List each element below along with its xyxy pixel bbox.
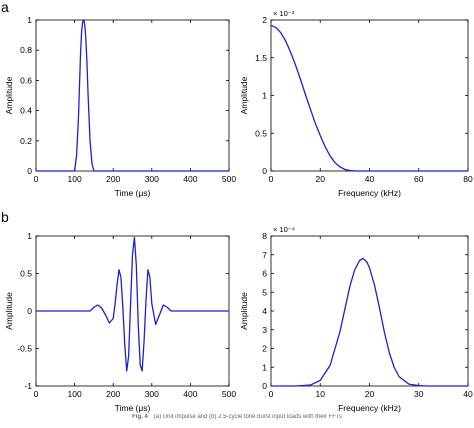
y-tick-label: -1 <box>24 381 32 391</box>
x-tick-label: 500 <box>222 389 236 399</box>
series-line-1 <box>36 19 229 172</box>
y-tick-label: 0 <box>27 306 32 316</box>
plot-frame <box>270 235 469 387</box>
x-tick-label: 40 <box>463 389 473 399</box>
x-tick-label: 200 <box>106 389 120 399</box>
y-tick-label: 3 <box>262 325 267 335</box>
y-tick-label: 6 <box>262 269 267 279</box>
plot-frame <box>270 19 469 172</box>
y-axis-label: Amplitude <box>239 76 249 114</box>
x-tick-label: 10 <box>316 389 326 399</box>
x-axis-label: Time (μs) <box>115 403 151 413</box>
x-axis-label: Time (μs) <box>115 188 151 198</box>
chart-4: 0 10 20 30 40 0 1 2 3 4 5 6 7 8 × 10⁻⁴ Frequency (kHz) A… <box>239 225 473 413</box>
figure-caption-text: (a) Unit impulse and (b) 2.5-cycle tone … <box>153 414 342 420</box>
panel-letter-a: a <box>1 0 9 15</box>
y-tick-label: 5 <box>262 287 267 297</box>
series-line-1 <box>270 24 468 172</box>
y-tick-label: 0.2 <box>20 136 32 146</box>
series-line-1 <box>271 257 468 387</box>
x-tick-label: 20 <box>316 174 326 184</box>
y-tick-label: 0 <box>27 166 32 176</box>
y-tick-label: 1 <box>27 15 32 25</box>
panel-letter-b: b <box>1 209 9 225</box>
y-axis-label: Amplitude <box>239 292 249 330</box>
y-tick-label: 8 <box>262 231 267 241</box>
series-line-1 <box>36 236 229 372</box>
x-tick-label: 300 <box>145 389 159 399</box>
chart-1: 0 100 200 300 400 500 0 0.2 0.4 0.6 0.8 1 Time (μs) A… <box>4 15 236 198</box>
y-tick-label: 0.5 <box>255 128 267 138</box>
y-tick-label: 4 <box>262 306 267 316</box>
y-exponent-label: × 10⁻⁴ <box>273 225 295 234</box>
figure-caption: Fig. 4 (a) Unit impulse and (b) 2.5-cycle… <box>0 414 474 428</box>
x-axis-label: Frequency (kHz) <box>338 188 401 198</box>
y-tick-label: -0.5 <box>17 344 32 354</box>
x-tick-label: 0 <box>269 174 274 184</box>
chart-2: 0 20 40 60 80 0 0.5 1 1.5 2 × 10⁻³ Frequency (kHz) A… <box>239 9 473 198</box>
x-tick-label: 30 <box>414 389 424 399</box>
y-exponent-label: × 10⁻³ <box>273 9 295 18</box>
y-axis-label: Amplitude <box>4 292 14 330</box>
plot-frame <box>35 19 230 172</box>
x-tick-label: 100 <box>68 174 82 184</box>
y-tick-label: 0.4 <box>20 106 32 116</box>
y-tick-label: 0 <box>262 166 267 176</box>
y-tick-label: 0.8 <box>20 45 32 55</box>
y-tick-label: 7 <box>262 250 267 260</box>
y-axis-label: Amplitude <box>4 76 14 114</box>
x-tick-label: 40 <box>365 174 375 184</box>
y-tick-label: 0.6 <box>20 75 32 85</box>
x-tick-label: 200 <box>106 174 120 184</box>
x-tick-label: 100 <box>68 389 82 399</box>
x-tick-label: 80 <box>463 174 473 184</box>
x-tick-label: 300 <box>145 174 159 184</box>
x-tick-label: 0 <box>34 174 39 184</box>
y-tick-label: 2 <box>262 344 267 354</box>
y-tick-label: 1.5 <box>255 53 267 63</box>
x-tick-label: 400 <box>183 174 197 184</box>
x-axis-label: Frequency (kHz) <box>338 403 401 413</box>
x-tick-label: 500 <box>222 174 236 184</box>
y-tick-label: 0 <box>262 381 267 391</box>
y-tick-label: 2 <box>262 15 267 25</box>
y-tick-label: 1 <box>27 231 32 241</box>
y-tick-label: 1 <box>262 362 267 372</box>
x-tick-label: 400 <box>183 389 197 399</box>
x-tick-label: 60 <box>414 174 424 184</box>
x-tick-label: 20 <box>365 389 375 399</box>
figure-caption-label: Fig. 4 <box>132 414 148 420</box>
chart-3: 0 100 200 300 400 500 -1 -0.5 0 0.5 1 Time (μs) Ampl… <box>4 231 236 413</box>
x-tick-label: 0 <box>34 389 39 399</box>
y-tick-label: 1 <box>262 91 267 101</box>
y-tick-label: 0.5 <box>20 269 32 279</box>
x-tick-label: 0 <box>269 389 274 399</box>
